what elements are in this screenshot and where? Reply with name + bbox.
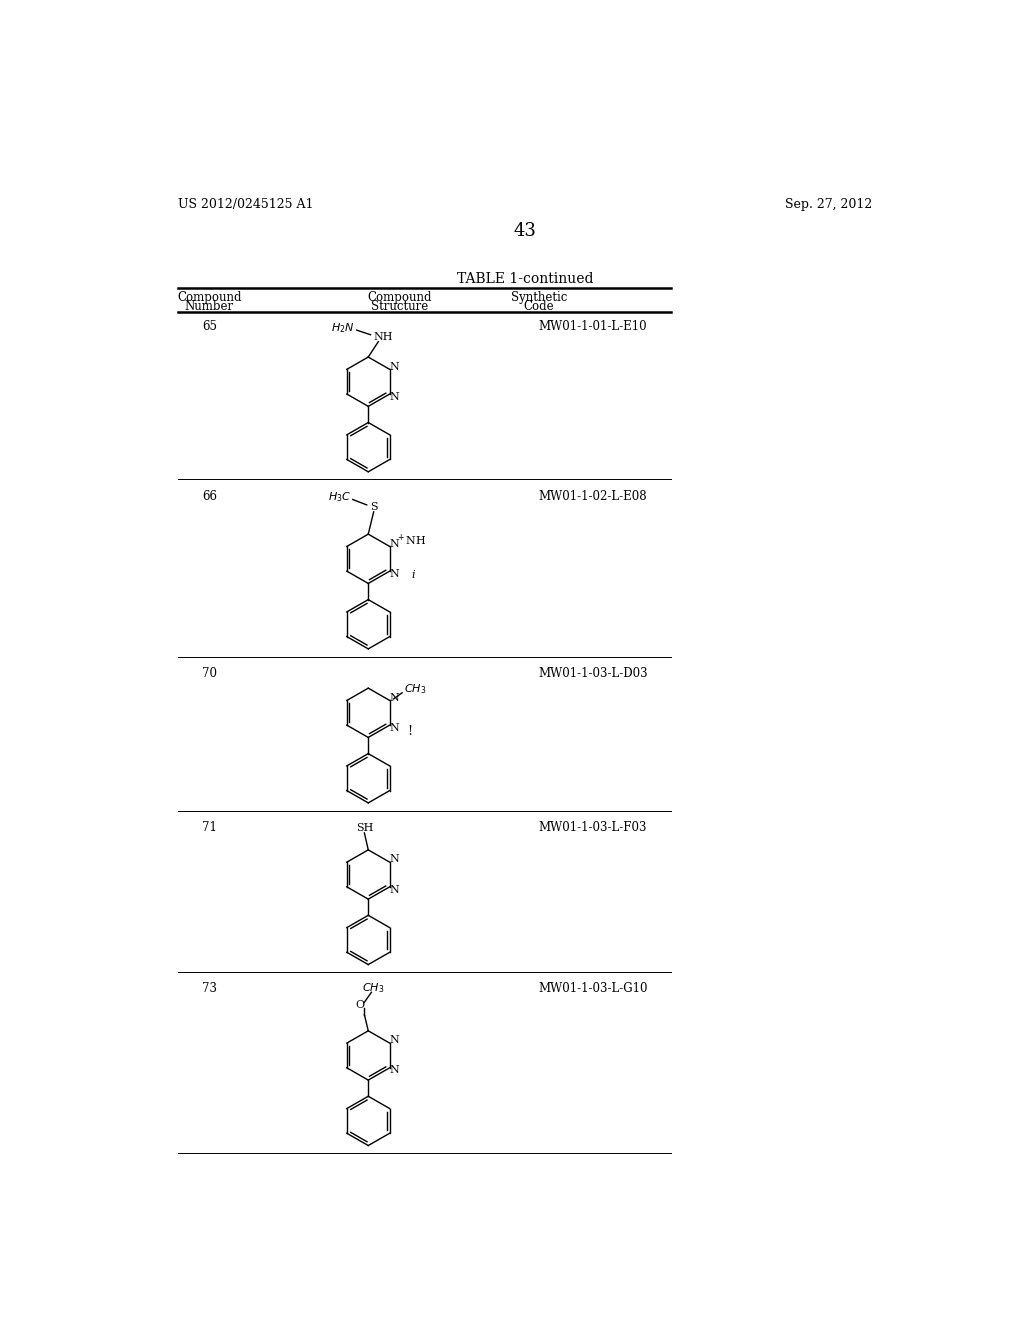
Text: N: N [389,854,399,865]
Text: MW01-1-01-L-E10: MW01-1-01-L-E10 [539,321,647,333]
Text: MW01-1-03-L-G10: MW01-1-03-L-G10 [539,982,648,995]
Text: $H_3C$: $H_3C$ [328,490,351,504]
Text: MW01-1-03-L-F03: MW01-1-03-L-F03 [539,821,647,834]
Text: NH: NH [374,333,393,342]
Text: N: N [389,693,399,702]
Text: $CH_3$: $CH_3$ [362,981,384,994]
Text: N: N [389,539,399,549]
Text: $CH_3$: $CH_3$ [403,682,426,696]
Text: O: O [356,1001,365,1010]
Text: TABLE 1-continued: TABLE 1-continued [457,272,593,286]
Text: 43: 43 [513,222,537,239]
Text: 66: 66 [202,490,217,503]
Text: N: N [389,723,399,733]
Text: S: S [370,502,378,512]
Text: 71: 71 [202,821,217,834]
Text: $^+$NH: $^+$NH [396,533,427,548]
Text: !: ! [407,725,412,738]
Text: Sep. 27, 2012: Sep. 27, 2012 [784,198,872,211]
Text: $H_2N$: $H_2N$ [332,321,355,335]
Text: i: i [412,570,415,579]
Text: Compound: Compound [177,290,242,304]
Text: US 2012/0245125 A1: US 2012/0245125 A1 [178,198,314,211]
Text: 70: 70 [202,667,217,680]
Text: Synthetic: Synthetic [511,290,567,304]
Text: MW01-1-02-L-E08: MW01-1-02-L-E08 [539,490,647,503]
Text: N: N [389,1065,399,1076]
Text: Number: Number [184,300,233,313]
Text: Compound: Compound [367,290,431,304]
Text: 73: 73 [202,982,217,995]
Text: MW01-1-03-L-D03: MW01-1-03-L-D03 [539,667,648,680]
Text: Code: Code [523,300,554,313]
Text: SH: SH [355,824,373,833]
Text: N: N [389,1035,399,1045]
Text: N: N [389,884,399,895]
Text: N: N [389,569,399,578]
Text: N: N [389,392,399,401]
Text: Structure: Structure [371,300,428,313]
Text: 65: 65 [202,321,217,333]
Text: N: N [389,362,399,372]
